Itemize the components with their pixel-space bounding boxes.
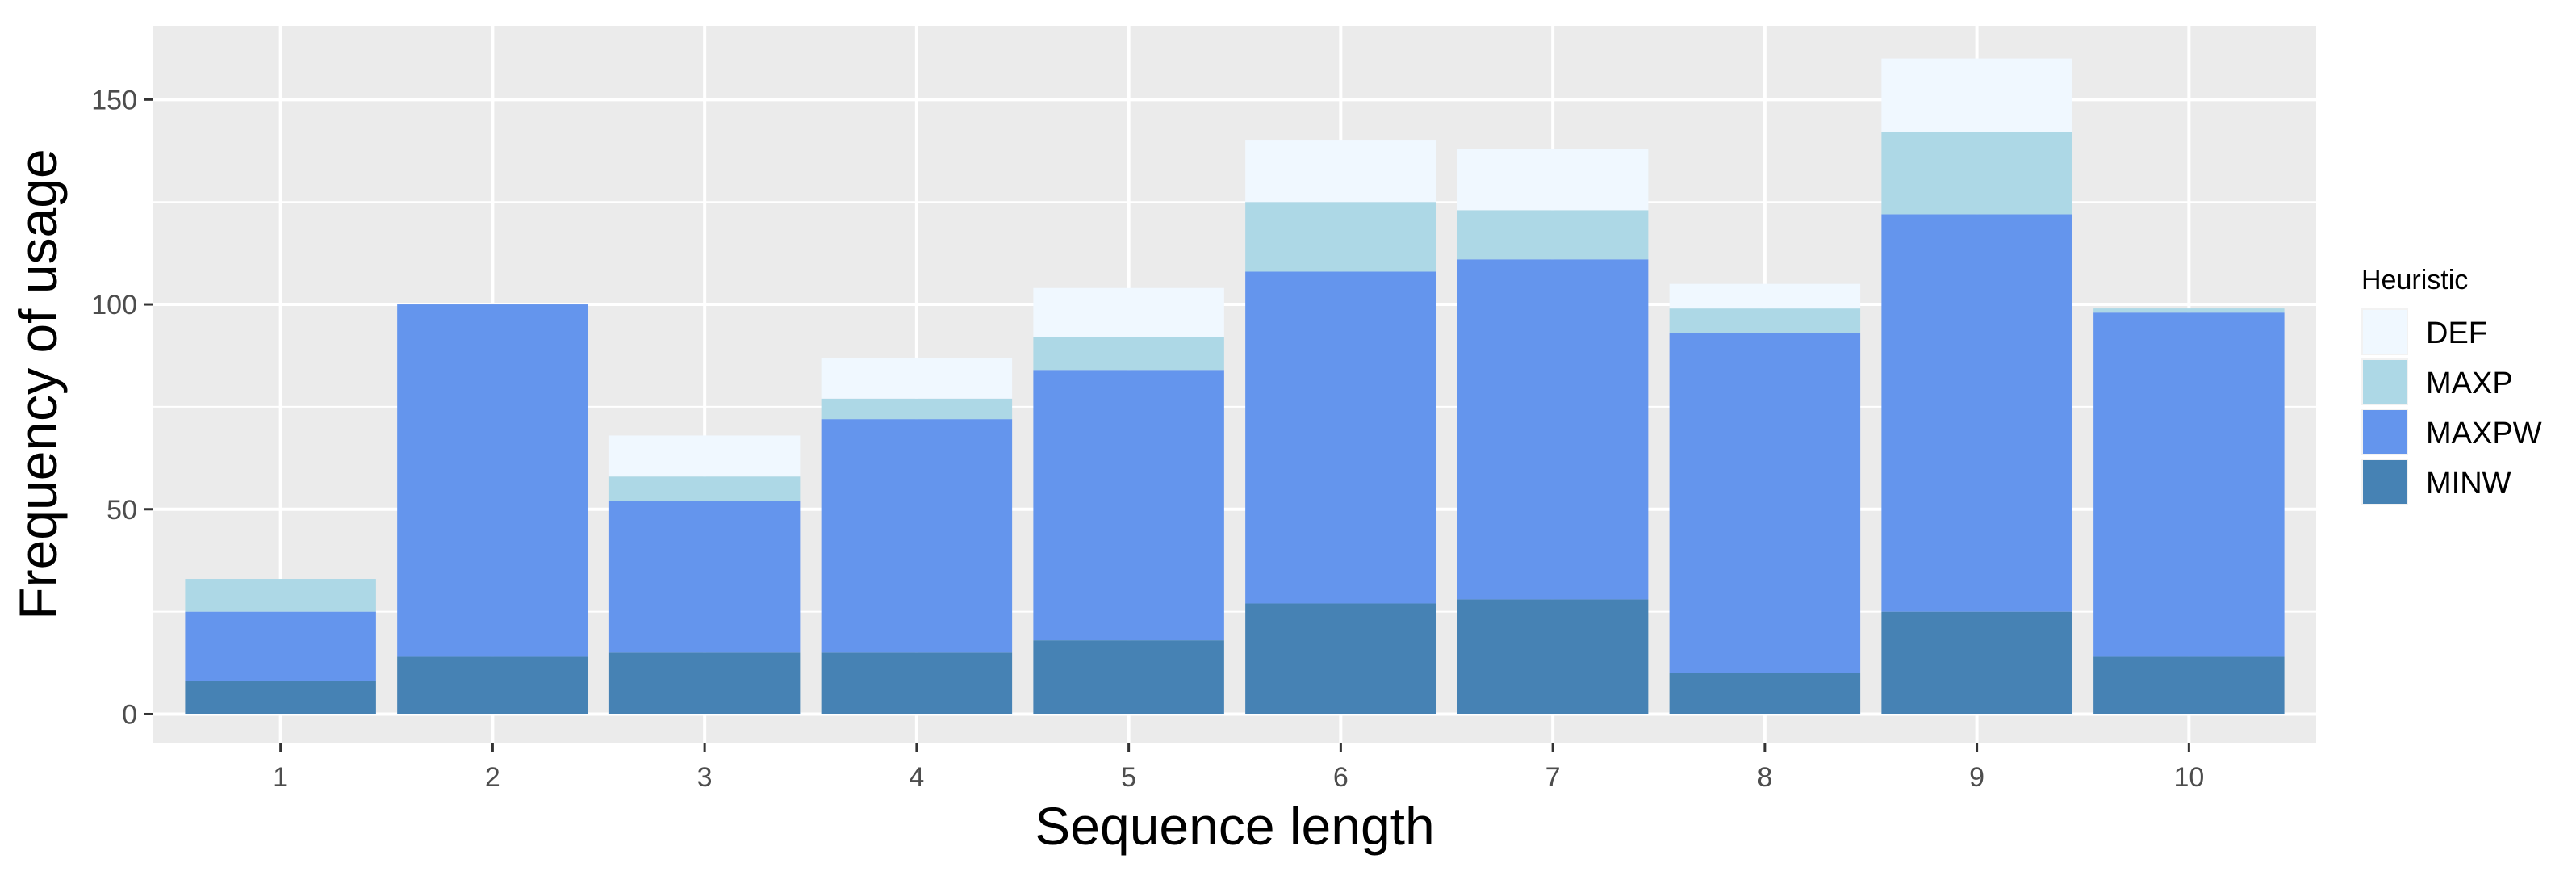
bar-minw-1 bbox=[185, 681, 376, 714]
bar-maxp-5 bbox=[1033, 337, 1224, 371]
bar-maxpw-4 bbox=[821, 419, 1013, 653]
legend-label-minw: MINW bbox=[2426, 467, 2511, 501]
bar-maxpw-10 bbox=[2093, 312, 2285, 657]
legend-label-maxpw: MAXPW bbox=[2426, 417, 2542, 450]
y-tick-label: 0 bbox=[122, 699, 137, 730]
bar-minw-6 bbox=[1245, 603, 1436, 714]
bar-maxp-9 bbox=[1881, 132, 2072, 215]
bar-def-4 bbox=[821, 358, 1013, 399]
bar-minw-4 bbox=[821, 652, 1013, 714]
legend-label-maxp: MAXP bbox=[2426, 367, 2513, 400]
bar-minw-5 bbox=[1033, 640, 1224, 714]
x-tick-label: 6 bbox=[1333, 762, 1349, 793]
bar-minw-10 bbox=[2093, 656, 2285, 714]
bar-minw-7 bbox=[1457, 599, 1649, 714]
bar-maxpw-1 bbox=[185, 611, 376, 681]
bar-def-5 bbox=[1033, 287, 1224, 337]
legend-swatch-maxp bbox=[2363, 360, 2407, 404]
bar-maxp-6 bbox=[1245, 202, 1436, 272]
x-tick-label: 1 bbox=[273, 762, 288, 793]
bar-def-7 bbox=[1457, 149, 1649, 211]
bar-maxp-8 bbox=[1669, 308, 1861, 333]
legend-swatch-def bbox=[2363, 310, 2407, 354]
bar-maxpw-2 bbox=[397, 304, 588, 657]
y-axis: 0 50 100 150 bbox=[91, 85, 153, 730]
x-tick-label: 2 bbox=[485, 762, 500, 793]
bar-def-6 bbox=[1245, 140, 1436, 203]
y-axis-title: Frequency of usage bbox=[8, 149, 68, 619]
bar-maxp-1 bbox=[185, 579, 376, 612]
bars bbox=[185, 58, 2285, 714]
x-axis: 1 2 3 4 5 6 7 8 9 10 bbox=[273, 743, 2204, 793]
x-tick-label: 7 bbox=[1545, 762, 1561, 793]
x-tick-label: 4 bbox=[909, 762, 924, 793]
x-tick-label: 5 bbox=[1121, 762, 1136, 793]
bar-def-9 bbox=[1881, 58, 2072, 132]
bar-minw-8 bbox=[1669, 673, 1861, 714]
x-axis-title: Sequence length bbox=[1035, 796, 1434, 856]
legend-swatch-maxpw bbox=[2363, 410, 2407, 454]
x-tick-label: 3 bbox=[697, 762, 713, 793]
bar-maxp-10 bbox=[2093, 308, 2285, 313]
x-tick-label: 10 bbox=[2173, 762, 2204, 793]
x-tick-label: 8 bbox=[1757, 762, 1772, 793]
bar-maxpw-9 bbox=[1881, 214, 2072, 612]
bar-maxp-7 bbox=[1457, 210, 1649, 260]
y-tick-label: 100 bbox=[91, 290, 137, 321]
bar-maxpw-6 bbox=[1245, 271, 1436, 604]
bar-minw-9 bbox=[1881, 611, 2072, 714]
legend: Heuristic DEF MAXP MAXPW MINW bbox=[2361, 265, 2542, 505]
bar-maxpw-3 bbox=[608, 501, 801, 653]
bar-maxpw-5 bbox=[1033, 370, 1224, 641]
legend-swatch-minw bbox=[2363, 460, 2407, 504]
bar-minw-3 bbox=[608, 652, 801, 714]
legend-title: Heuristic bbox=[2361, 265, 2468, 295]
bar-maxp-4 bbox=[821, 398, 1013, 420]
bar-def-3 bbox=[608, 435, 801, 477]
y-tick-label: 150 bbox=[91, 85, 137, 115]
bar-maxpw-7 bbox=[1457, 259, 1649, 600]
bar-maxpw-8 bbox=[1669, 333, 1861, 673]
legend-label-def: DEF bbox=[2426, 316, 2487, 350]
x-tick-label: 9 bbox=[1969, 762, 1984, 793]
bar-maxp-3 bbox=[608, 476, 801, 501]
bar-def-8 bbox=[1669, 283, 1861, 309]
y-tick-label: 50 bbox=[107, 495, 137, 526]
bar-minw-2 bbox=[397, 656, 588, 714]
